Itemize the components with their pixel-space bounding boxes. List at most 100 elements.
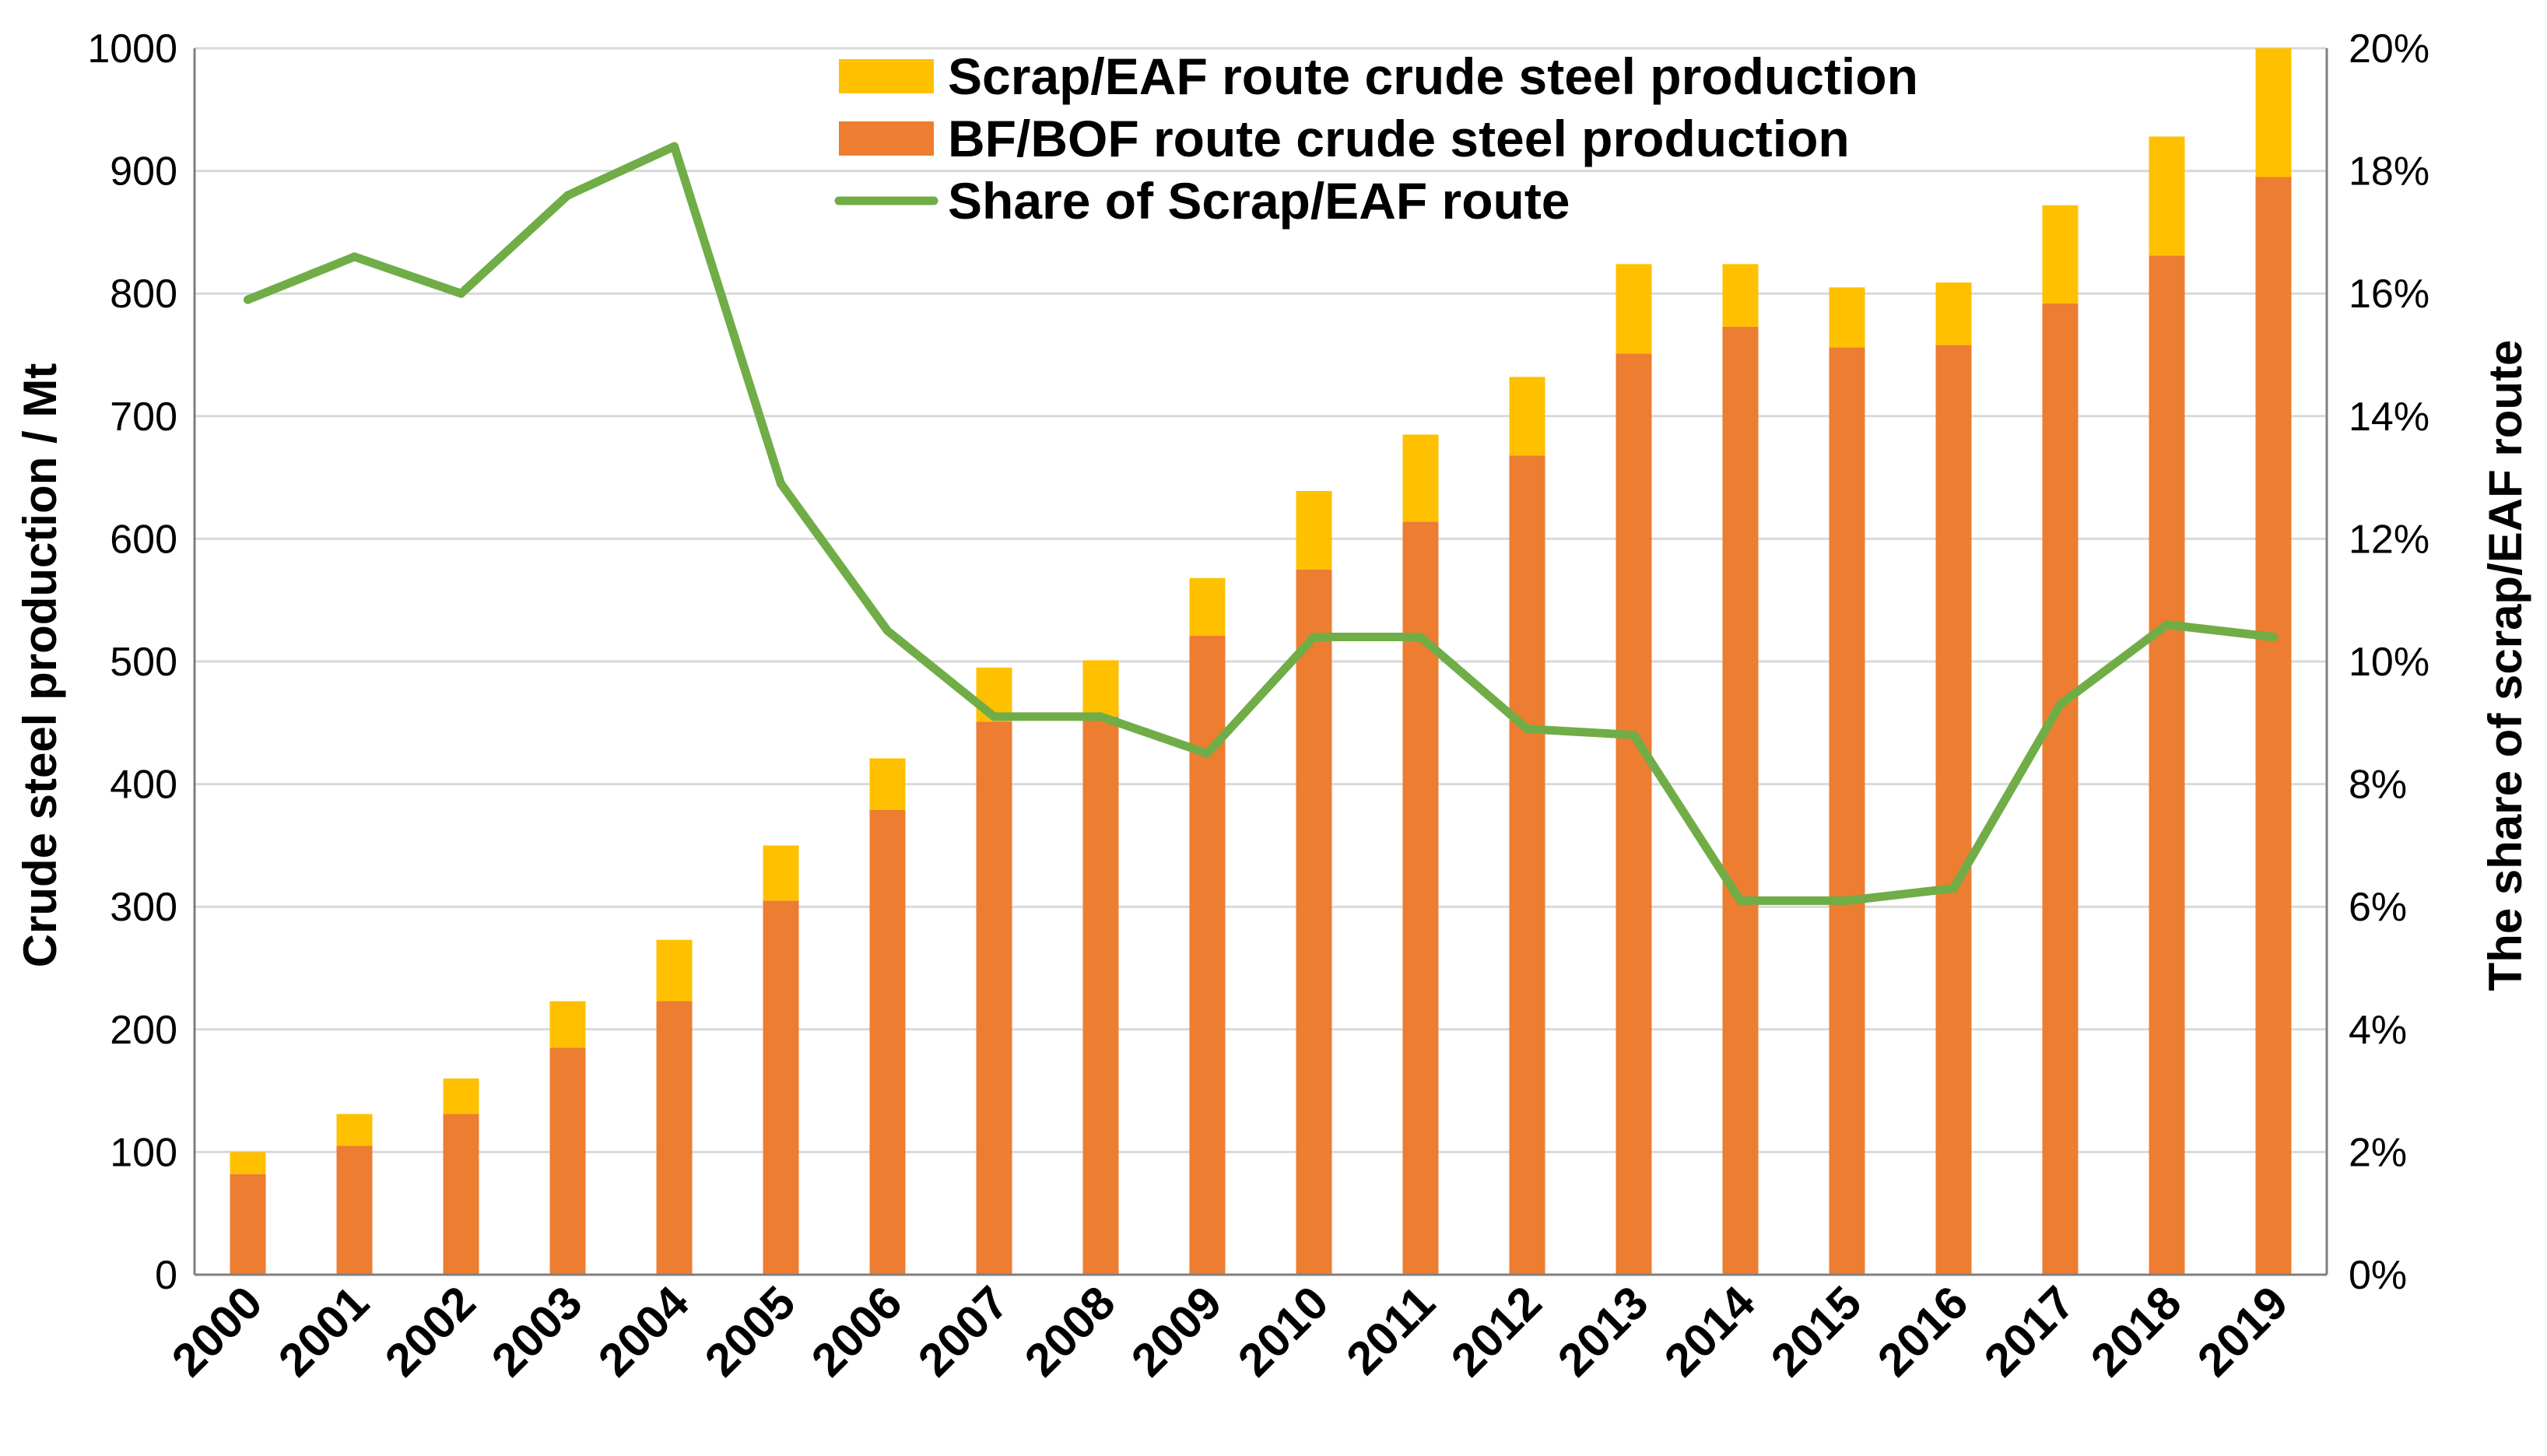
right-axis-title: The share of scrap/EAF route — [2479, 340, 2531, 991]
bar-scrap-eaf-2018 — [2149, 136, 2185, 256]
legend-label: BF/BOF route crude steel production — [948, 110, 1850, 167]
share-line-layer — [244, 142, 2278, 905]
x-tick-label: 2011 — [1336, 1276, 1444, 1384]
share-point-2007 — [990, 712, 998, 721]
share-point-2019 — [2269, 632, 2278, 641]
x-tick-label: 2014 — [1654, 1275, 1765, 1386]
right-tick-label: 16% — [2349, 272, 2429, 317]
bar-scrap-eaf-2006 — [869, 758, 906, 810]
right-tick-label: 8% — [2349, 763, 2407, 808]
bar-scrap-eaf-2017 — [2042, 205, 2079, 303]
bar-bf-bof-2007 — [976, 721, 1012, 1275]
share-line — [244, 142, 2278, 905]
right-tick-label: 2% — [2349, 1130, 2407, 1175]
bar-bf-bof-2000 — [230, 1174, 266, 1275]
left-tick-label: 1000 — [87, 26, 177, 72]
x-tick-label: 2005 — [695, 1276, 805, 1387]
x-tick-label: 2001 — [268, 1276, 379, 1387]
share-point-2011 — [1416, 632, 1425, 641]
x-tick-label: 2016 — [1868, 1276, 1978, 1387]
x-tick-label: 2018 — [2081, 1276, 2191, 1387]
share-point-2003 — [563, 191, 572, 200]
bar-bf-bof-2015 — [1829, 347, 1865, 1275]
share-point-2017 — [2056, 700, 2065, 709]
share-point-2006 — [883, 626, 892, 636]
x-tick-label: 2009 — [1121, 1276, 1232, 1387]
x-tick-label: 2012 — [1441, 1276, 1552, 1387]
bar-scrap-eaf-2010 — [1296, 490, 1332, 570]
left-tick-label: 600 — [110, 517, 177, 562]
x-tick-label: 2015 — [1761, 1276, 1872, 1387]
right-tick-label: 4% — [2349, 1008, 2407, 1053]
bar-scrap-eaf-2019 — [2255, 48, 2292, 177]
bar-bf-bof-2004 — [656, 1001, 693, 1275]
right-tick-label: 12% — [2349, 517, 2429, 562]
left-tick-label: 0 — [155, 1253, 177, 1298]
legend-swatch-scrap-eaf — [839, 59, 934, 93]
right-tick-label: 14% — [2349, 395, 2429, 440]
right-tick-label: 6% — [2349, 885, 2407, 930]
share-point-2014 — [1736, 896, 1745, 905]
right-tick-label: 10% — [2349, 640, 2429, 685]
left-tick-label: 200 — [110, 1008, 177, 1053]
bar-scrap-eaf-2004 — [656, 939, 693, 1002]
right-tick-label: 0% — [2349, 1253, 2407, 1298]
left-tick-label: 800 — [110, 272, 177, 317]
left-axis-title: Crude steel production / Mt — [14, 363, 66, 968]
bar-bf-bof-2017 — [2042, 303, 2079, 1275]
bar-scrap-eaf-2014 — [1722, 264, 1759, 327]
bar-bf-bof-2009 — [1189, 635, 1226, 1275]
x-tick-label: 2017 — [1974, 1276, 2085, 1387]
bar-scrap-eaf-2005 — [763, 845, 799, 901]
x-axis-ticks: 2000200120022003200420052006200720082009… — [162, 1275, 2298, 1386]
x-tick-label: 2010 — [1228, 1276, 1338, 1387]
right-tick-label: 18% — [2349, 149, 2429, 195]
left-tick-label: 900 — [110, 149, 177, 195]
share-point-2009 — [1203, 749, 1212, 758]
share-point-2016 — [1949, 884, 1958, 893]
bar-bf-bof-2018 — [2149, 255, 2185, 1275]
bar-bf-bof-2001 — [336, 1146, 373, 1275]
bar-scrap-eaf-2011 — [1402, 434, 1439, 522]
legend-label: Scrap/EAF route crude steel production — [948, 47, 1918, 105]
left-tick-label: 100 — [110, 1130, 177, 1175]
x-tick-label: 2000 — [162, 1276, 272, 1387]
share-point-2018 — [2163, 620, 2171, 630]
left-tick-label: 400 — [110, 763, 177, 808]
left-axis-ticks: 0 100 200 300 400 500 600 700 800 900 1000 — [87, 26, 177, 1298]
bar-bf-bof-2006 — [869, 809, 906, 1275]
share-point-2000 — [244, 295, 252, 304]
share-point-2012 — [1523, 724, 1531, 734]
bar-scrap-eaf-2001 — [336, 1114, 373, 1146]
x-tick-label: 2006 — [802, 1276, 912, 1387]
left-tick-label: 500 — [110, 640, 177, 685]
bar-bf-bof-2014 — [1722, 326, 1759, 1275]
bar-scrap-eaf-2008 — [1082, 660, 1119, 717]
x-tick-label: 2002 — [375, 1276, 486, 1387]
right-axis-ticks: 0% 2% 4% 6% 8% 10% 12% 14% 16% 18% 20% — [2349, 26, 2429, 1298]
axes — [193, 48, 2328, 1276]
bar-bf-bof-2016 — [1935, 345, 1972, 1275]
bar-bf-bof-2005 — [763, 900, 799, 1275]
x-tick-label: 2013 — [1548, 1276, 1658, 1387]
legend: Scrap/EAF route crude steel productionBF… — [834, 47, 1918, 230]
share-point-2008 — [1096, 712, 1105, 721]
bar-bf-bof-2012 — [1509, 455, 1545, 1275]
x-tick-label: 2019 — [2187, 1276, 2298, 1387]
right-tick-label: 20% — [2349, 26, 2429, 72]
bar-bf-bof-2019 — [2255, 177, 2292, 1275]
x-tick-label: 2003 — [482, 1276, 592, 1387]
left-tick-label: 700 — [110, 395, 177, 440]
bar-bf-bof-2008 — [1082, 716, 1119, 1275]
bar-bf-bof-2013 — [1616, 353, 1652, 1275]
bar-bf-bof-2002 — [443, 1114, 479, 1275]
legend-swatch-bf-bof — [839, 121, 934, 156]
x-tick-label: 2004 — [588, 1275, 699, 1386]
share-point-2002 — [457, 289, 465, 298]
share-point-2013 — [1630, 731, 1638, 740]
left-tick-label: 300 — [110, 885, 177, 930]
share-point-2015 — [1843, 896, 1851, 905]
bar-scrap-eaf-2013 — [1616, 264, 1652, 354]
bar-scrap-eaf-2015 — [1829, 287, 1865, 348]
